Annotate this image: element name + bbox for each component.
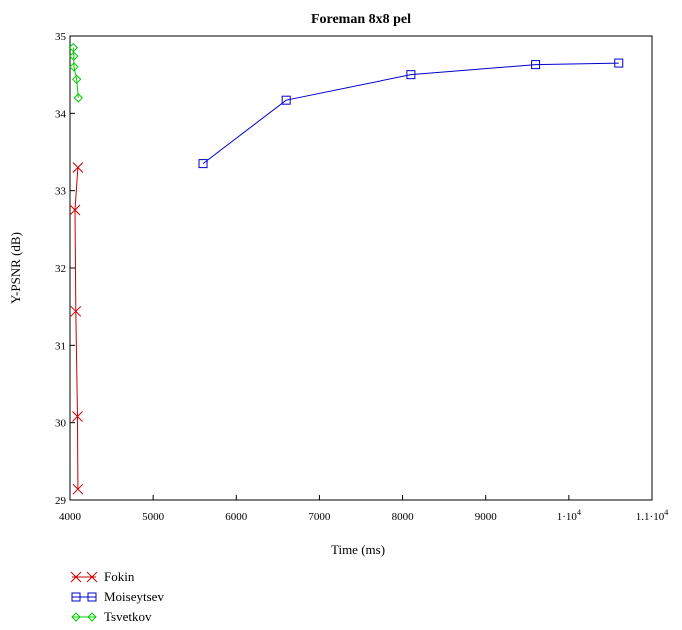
x-tick-label: 8000 bbox=[392, 511, 415, 523]
legend-item-moiseytsev: Moiseytsev bbox=[71, 589, 164, 604]
series-moiseytsev bbox=[198, 58, 624, 169]
legend-marker bbox=[87, 612, 97, 622]
x-tick-label: 4000 bbox=[59, 511, 82, 523]
data-point-tsvetkov bbox=[71, 74, 82, 85]
x-tick-exponent: 4 bbox=[577, 508, 581, 517]
y-tick-label: 35 bbox=[55, 31, 67, 43]
series-layer bbox=[68, 42, 624, 495]
y-tick-label: 29 bbox=[55, 495, 67, 507]
data-point-fokin bbox=[69, 204, 81, 216]
data-point-tsvetkov bbox=[69, 51, 79, 61]
legend-label: Moiseytsev bbox=[104, 589, 164, 604]
y-axis-ticks: 29 30 31 32 33 34 35 bbox=[55, 31, 75, 507]
series-line-fokin bbox=[74, 167, 79, 490]
data-point-moiseytsev bbox=[406, 70, 416, 80]
plot-frame bbox=[69, 35, 653, 501]
legend-item-fokin: Fokin bbox=[70, 569, 135, 584]
data-point-fokin bbox=[70, 305, 82, 317]
legend-marker bbox=[86, 571, 98, 583]
y-axis-label: Y-PSNR (dB) bbox=[8, 232, 23, 304]
data-point-fokin bbox=[72, 411, 83, 422]
series-tsvetkov bbox=[68, 42, 84, 103]
legend-marker bbox=[70, 571, 82, 583]
legend: Fokin Moiseytsev Tsvetkov bbox=[70, 569, 164, 624]
chart-title: Foreman 8x8 pel bbox=[311, 12, 411, 27]
legend-item-tsvetkov: Tsvetkov bbox=[71, 609, 152, 624]
series-fokin bbox=[69, 162, 84, 495]
data-point-fokin bbox=[72, 483, 84, 495]
legend-marker bbox=[71, 592, 81, 602]
y-tick-label: 32 bbox=[55, 263, 66, 275]
series-line-tsvetkov bbox=[72, 47, 79, 98]
x-tick-label: 7000 bbox=[308, 511, 331, 523]
legend-marker bbox=[87, 592, 97, 602]
data-point-moiseytsev bbox=[531, 60, 541, 70]
series-line-moiseytsev bbox=[202, 62, 619, 164]
data-point-tsvetkov bbox=[73, 93, 84, 103]
data-point-tsvetkov bbox=[68, 42, 79, 53]
x-tick-exponent: 4 bbox=[664, 508, 668, 517]
data-point-moiseytsev bbox=[281, 95, 291, 105]
x-axis-ticks: 4000 5000 6000 7000 8000 9000 1·104 1.1·104 bbox=[59, 495, 668, 523]
legend-marker bbox=[71, 612, 81, 622]
y-tick-label: 34 bbox=[55, 108, 67, 120]
x-tick-label: 6000 bbox=[225, 511, 248, 523]
data-point-moiseytsev bbox=[614, 58, 624, 68]
x-tick-label: 5000 bbox=[142, 511, 165, 523]
x-tick-label: 1.1·104 bbox=[636, 508, 668, 523]
x-axis-label: Time (ms) bbox=[331, 542, 385, 557]
x-tick-label: 1·104 bbox=[557, 508, 581, 523]
data-point-fokin bbox=[72, 162, 84, 173]
legend-label: Fokin bbox=[104, 569, 135, 584]
y-tick-label: 33 bbox=[55, 186, 67, 198]
x-tick-label: 9000 bbox=[475, 511, 498, 523]
y-tick-label: 30 bbox=[55, 418, 67, 430]
data-point-tsvetkov bbox=[69, 62, 79, 72]
data-point-moiseytsev bbox=[198, 159, 208, 169]
legend-label: Tsvetkov bbox=[104, 609, 152, 624]
y-tick-label: 31 bbox=[55, 340, 66, 352]
